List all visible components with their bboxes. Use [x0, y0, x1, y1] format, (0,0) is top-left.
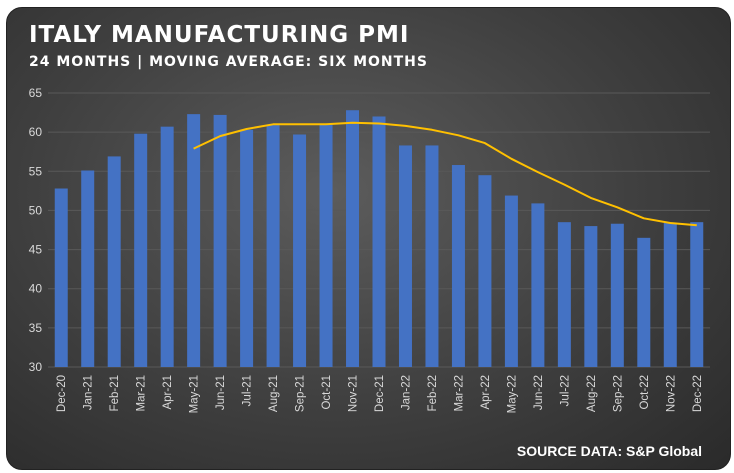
bar-jun-22 — [531, 203, 545, 367]
x-tick-label: Apr-21 — [162, 375, 174, 410]
x-tick-label: Jan-21 — [83, 375, 95, 410]
x-tick-label: May-22 — [506, 375, 518, 413]
chart-title: ITALY MANUFACTURING PMI — [29, 22, 410, 48]
x-tick-label: Jan-22 — [400, 375, 412, 410]
pmi-chart: 30 35 40 45 50 55 60 65 Dec-20 Jan-21 Feb-21 Mar-21… — [29, 86, 710, 413]
x-tick-label: Mar-22 — [453, 375, 465, 411]
bar-feb-21 — [107, 156, 121, 367]
y-tick-label: 40 — [29, 282, 43, 296]
x-tick-label: Sep-22 — [612, 375, 624, 412]
bar-dec-21 — [372, 116, 386, 367]
bar-may-22 — [504, 195, 518, 367]
x-tick-label: Jun-21 — [215, 375, 227, 410]
x-tick-label: Aug-22 — [586, 375, 598, 412]
x-tick-label: Oct-21 — [321, 375, 333, 410]
bar-aug-21 — [266, 125, 280, 368]
x-tick-label: Oct-22 — [639, 375, 651, 410]
bar-may-21 — [187, 114, 201, 367]
bar-oct-21 — [319, 124, 333, 367]
x-tick-label: Nov-21 — [348, 375, 360, 412]
bar-nov-22 — [663, 222, 677, 367]
bar-feb-22 — [425, 145, 439, 367]
moving-average-line — [193, 121, 697, 227]
x-tick-label: Dec-20 — [56, 375, 68, 412]
bar-sep-21 — [293, 134, 307, 367]
bar-apr-22 — [478, 175, 492, 367]
bar-sep-22 — [610, 223, 624, 367]
x-tick-label: Feb-22 — [427, 375, 439, 411]
x-tick-label: Feb-21 — [109, 375, 121, 411]
x-tick-label: Apr-22 — [480, 375, 492, 410]
bar-apr-21 — [160, 126, 174, 367]
x-tick-label: Sep-21 — [295, 375, 307, 412]
x-tick-label: Dec-21 — [374, 375, 386, 412]
y-tick-label: 60 — [29, 125, 43, 139]
x-tick-label: Aug-21 — [268, 375, 280, 412]
bar-jul-22 — [557, 222, 571, 367]
y-tick-label: 65 — [29, 86, 43, 100]
bar-nov-21 — [346, 110, 360, 368]
bar-dec-22 — [690, 222, 704, 367]
bar-jan-21 — [81, 170, 95, 367]
x-tick-label: Jun-22 — [533, 375, 545, 410]
x-tick-label: Jul-22 — [559, 375, 571, 406]
y-tick-label: 45 — [29, 243, 43, 257]
bar-mar-21 — [134, 133, 148, 367]
x-tick-label: Mar-21 — [136, 375, 148, 411]
x-tick-label: Dec-22 — [692, 375, 704, 412]
bar-oct-22 — [637, 237, 651, 367]
bar-aug-22 — [584, 226, 598, 367]
y-tick-label: 50 — [29, 203, 43, 217]
bar-dec-20 — [54, 188, 68, 367]
y-tick-label: 30 — [29, 360, 43, 374]
chart-card: ITALY MANUFACTURING PMI 24 MONTHS | MOVI… — [6, 7, 731, 470]
x-tick-label: May-21 — [189, 375, 201, 413]
bar-mar-22 — [451, 165, 465, 367]
x-tick-label: Nov-22 — [665, 375, 677, 412]
chart-subtitle: 24 MONTHS | MOVING AVERAGE: SIX MONTHS — [29, 54, 428, 70]
y-tick-label: 35 — [29, 321, 43, 335]
source-note: SOURCE DATA: S&P Global — [516, 443, 702, 459]
bar-jun-21 — [213, 114, 227, 367]
y-tick-label: 55 — [29, 164, 43, 178]
bar-jan-22 — [398, 145, 412, 367]
bar-jul-21 — [240, 129, 254, 367]
x-tick-label: Jul-21 — [242, 375, 254, 406]
